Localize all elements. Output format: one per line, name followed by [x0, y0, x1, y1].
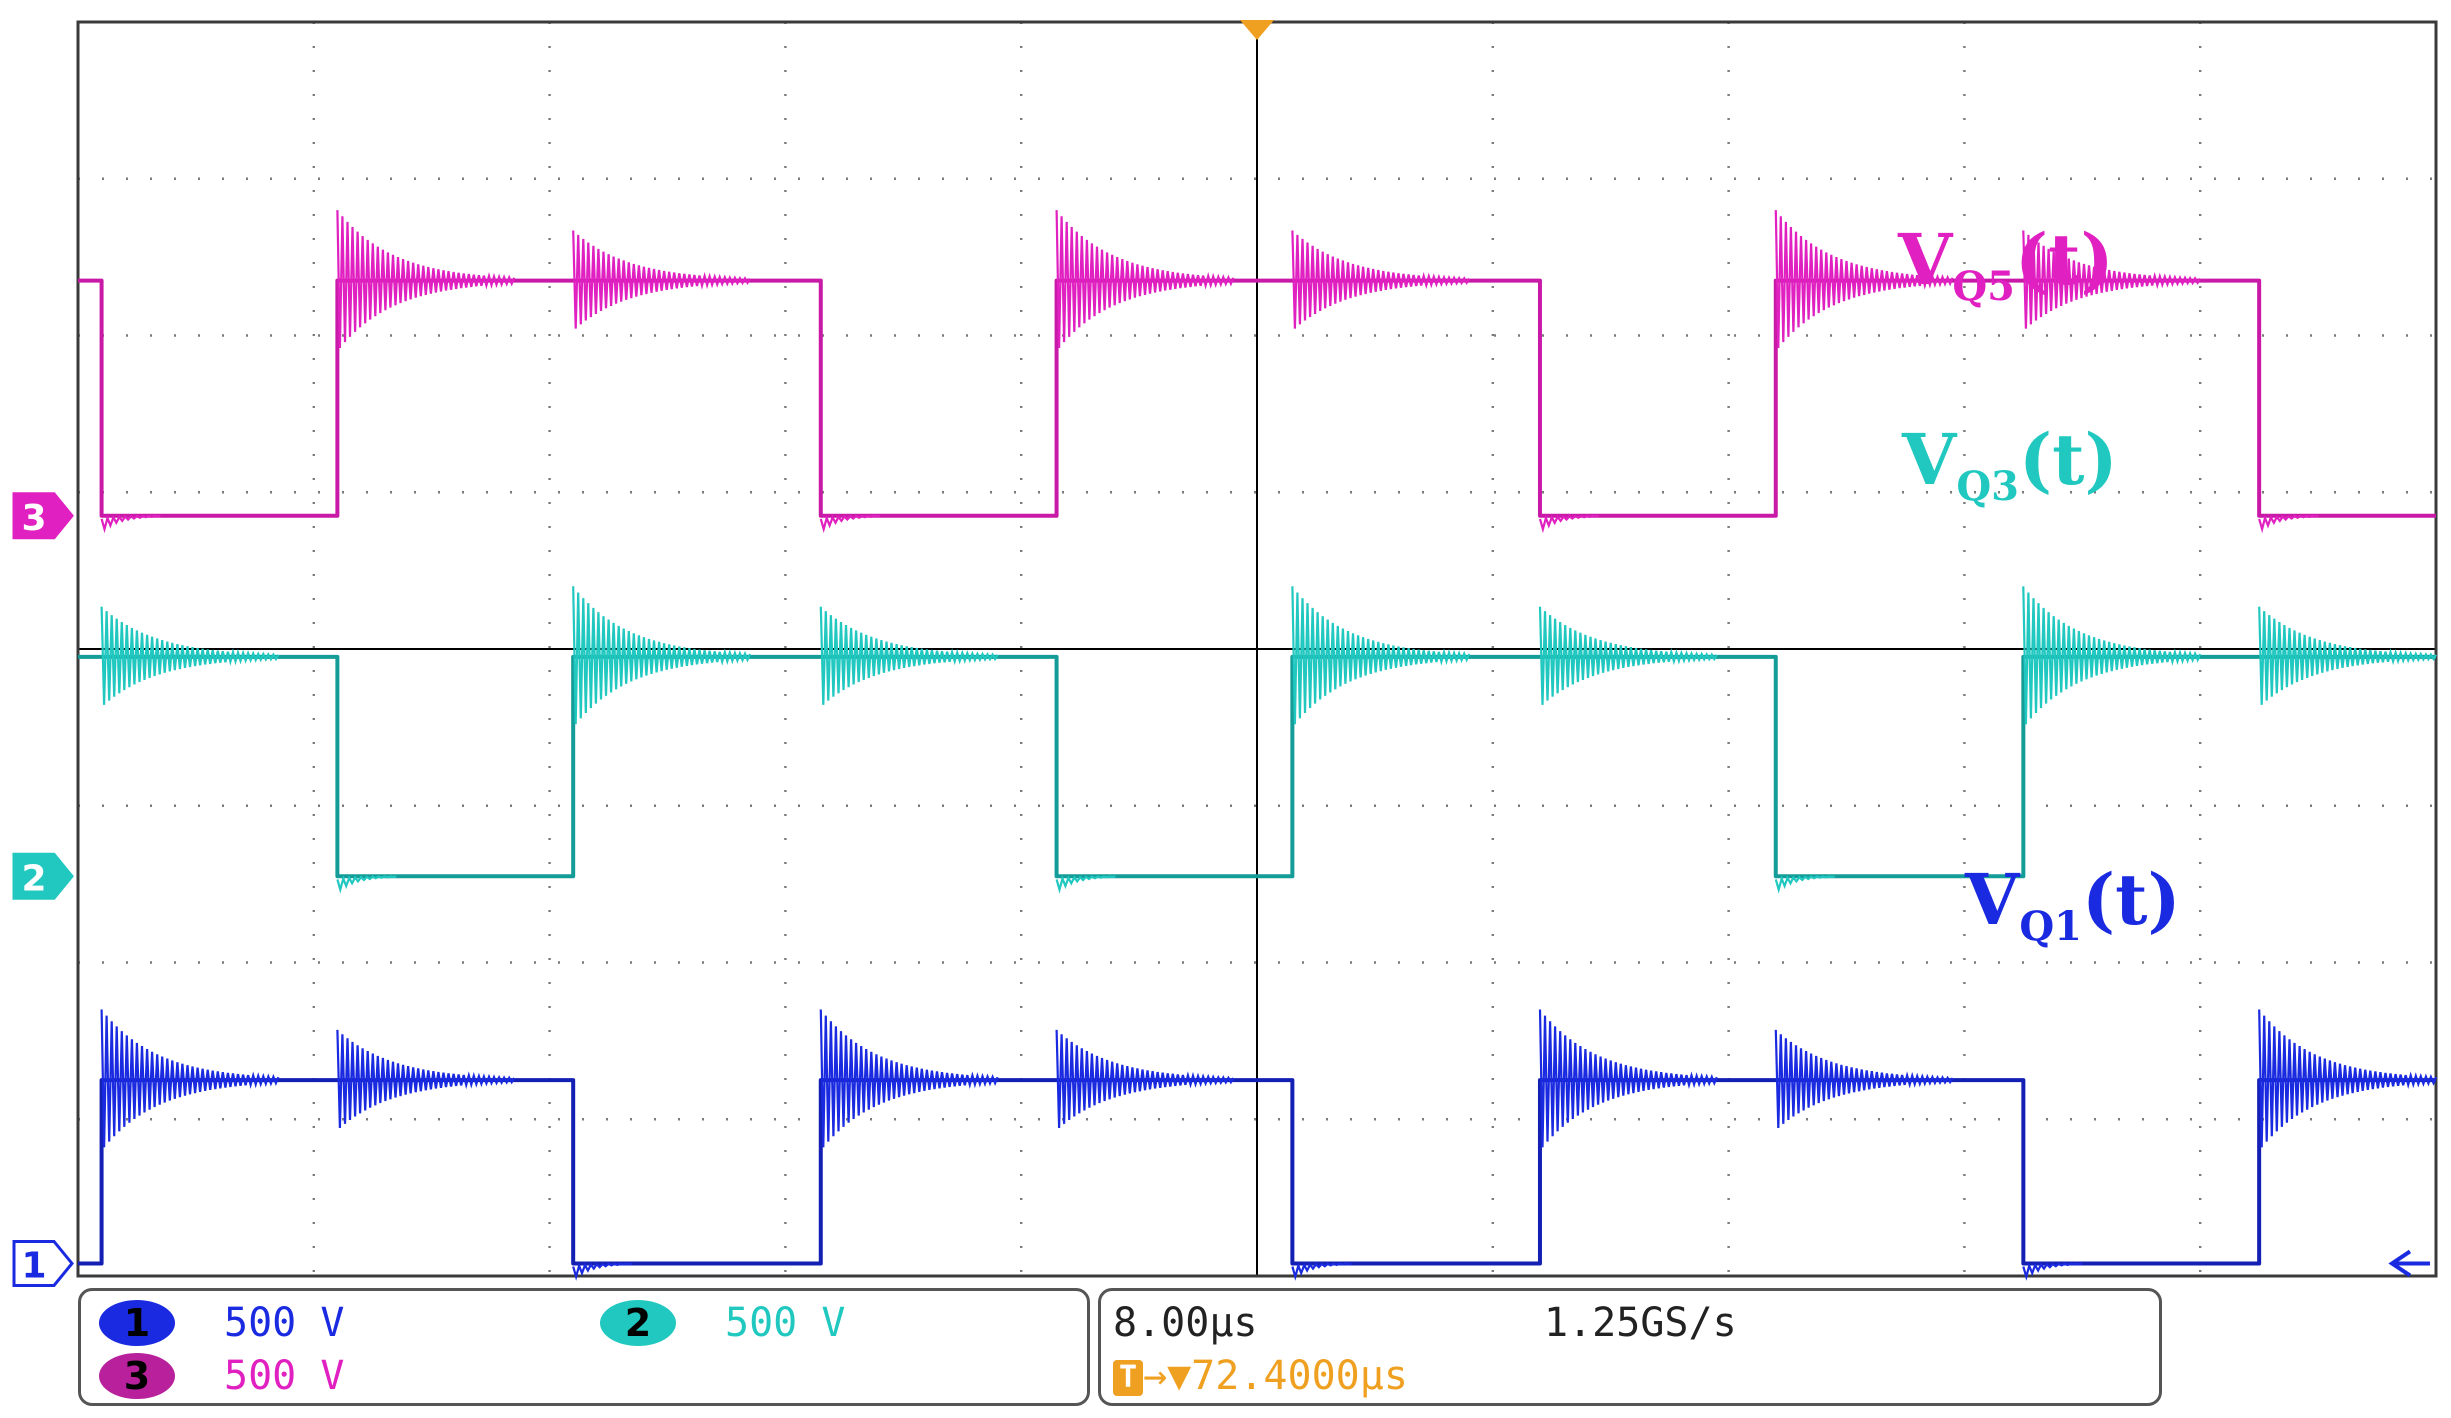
ringing-burst [1774, 210, 1954, 349]
ringing-burst [1055, 1029, 1235, 1129]
channel-marker-number: 3 [21, 498, 46, 539]
ringing-burst [1055, 210, 1235, 349]
trace-line [78, 1078, 2436, 1266]
ringing-burst [2258, 514, 2319, 534]
ringing-burst [1538, 606, 1718, 705]
trace-V_Q3(t) [78, 586, 2437, 894]
ringing-burst [100, 606, 280, 705]
channel-marker-tag [12, 852, 74, 900]
ringing-burst [100, 1009, 280, 1148]
ringing-burst [572, 1262, 633, 1281]
ringing-burst [572, 586, 752, 725]
ringing-burst [336, 210, 516, 349]
ringing-burst [1291, 230, 1471, 329]
channel-marker-tag [12, 492, 74, 540]
trigger-position-marker [1240, 20, 1274, 40]
ch2-scale: 500 V [725, 1300, 846, 1346]
ch3-scale: 500 V [224, 1353, 345, 1399]
ringing-burst [2022, 586, 2202, 725]
ringing-burst [336, 1029, 516, 1129]
ringing-burst [2258, 606, 2437, 705]
ringing-burst [572, 230, 751, 329]
sample-rate-readout: 1.25GS/s [1544, 1300, 1737, 1346]
channel-marker-number: 2 [21, 858, 46, 899]
channel-marker-ch1: 1 [12, 1239, 74, 1287]
ringing-burst [819, 514, 880, 534]
trace-line [78, 654, 2436, 879]
trigger-markers [1240, 20, 2430, 1278]
waveform-traces [78, 210, 2438, 1281]
trace-V_Q1(t) [78, 1009, 2438, 1281]
trace-line [78, 278, 2436, 518]
channel-marker-tag [12, 1239, 74, 1287]
ch1-badge[interactable]: 1 [99, 1300, 175, 1346]
ringing-burst [2022, 230, 2202, 329]
ringing-burst [819, 606, 999, 705]
ringing-burst [1538, 514, 1600, 534]
timebase-readout[interactable]: 8.00µs [1113, 1300, 1258, 1346]
ringing-burst [819, 1009, 999, 1148]
trigger-readout[interactable]: T →▼72.4000µs [1113, 1353, 1408, 1399]
trace-V_Q5(t) [78, 210, 2436, 534]
ringing-burst [1055, 875, 1116, 894]
trigger-arrow-icon: →▼ [1143, 1353, 1192, 1399]
ringing-burst [1774, 1029, 1954, 1129]
series-label-vq1: VQ1(t) [1965, 858, 2181, 950]
ringing-burst [2022, 1262, 2083, 1281]
ch3-badge[interactable]: 3 [99, 1353, 175, 1399]
ringing-burst [2258, 1009, 2438, 1148]
timebase-panel: 8.00µs 1.25GS/s T →▼72.4000µs [1098, 1288, 2162, 1406]
channel-marker-ch3: 3 [12, 492, 74, 540]
ringing-burst [1291, 1262, 1352, 1281]
ch1-scale: 500 V [224, 1300, 345, 1346]
ringing-burst [1291, 586, 1471, 725]
ringing-burst [1538, 1009, 1718, 1148]
channel-marker-number: 1 [21, 1245, 46, 1286]
ringing-burst [336, 875, 397, 894]
trigger-t-icon: T [1113, 1360, 1143, 1396]
ringing-burst [1774, 875, 1835, 894]
ringing-burst [100, 514, 161, 534]
trigger-position: 72.4000µs [1191, 1353, 1408, 1399]
channel-marker-ch2: 2 [12, 852, 74, 900]
series-label-vq5: VQ5(t) [1898, 218, 2114, 310]
channel-markers: 3 2 1 [12, 492, 74, 1287]
ch2-badge[interactable]: 2 [600, 1300, 676, 1346]
series-label-vq3: VQ3(t) [1902, 418, 2118, 510]
channel-scale-panel: 1 500 V 3 500 V 2 500 V [78, 1288, 1090, 1406]
